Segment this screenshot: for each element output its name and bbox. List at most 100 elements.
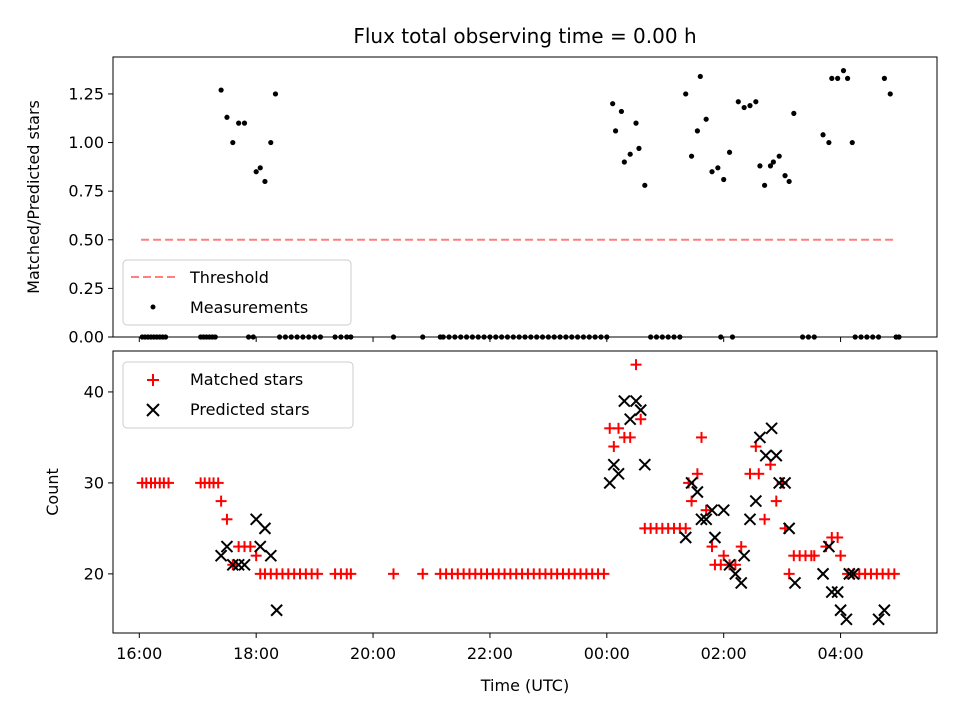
measurement-point: [610, 101, 616, 107]
measurement-point: [715, 165, 721, 171]
measurement-point: [721, 176, 727, 183]
measurement-point: [726, 149, 733, 155]
x-axis-label: Time (UTC): [480, 676, 569, 695]
measurement-point: [735, 99, 741, 105]
predicted-star-point: [705, 503, 719, 517]
matched-star-point: [832, 531, 844, 543]
predicted-star-point: [878, 604, 891, 617]
predicted-star-point: [834, 604, 847, 617]
bottom-panel: 20 30 40 16:00 18:00 20:00 22:00 00:00 02:00 04:0…: [43, 350, 938, 695]
measurement-point: [262, 178, 268, 185]
measurement-point: [762, 182, 768, 188]
predicted-star-point: [825, 585, 839, 599]
top-y-tick-label: 0.25: [68, 279, 104, 298]
predicted-star-point: [254, 540, 267, 553]
measurement-point: [767, 163, 774, 169]
top-panel: 0.00 0.25 0.50 0.75 1.00 1.25 Matched/Predicte…: [24, 56, 938, 347]
measurement-point: [253, 169, 259, 175]
predicted-star-point: [743, 513, 757, 526]
matched-star-point: [608, 441, 620, 453]
measurement-point: [218, 87, 224, 93]
measurement-point: [621, 159, 627, 165]
measurement-point: [770, 159, 776, 165]
bottom-axes-frame: [112, 350, 938, 634]
predicted-star-point: [753, 431, 767, 444]
predicted-star-point: [816, 567, 830, 581]
matched-star-point: [613, 422, 625, 434]
measurement-point: [829, 75, 835, 81]
matched-star-point: [388, 568, 400, 580]
predicted-star-point: [729, 567, 742, 581]
bottom-legend-frame: [122, 361, 354, 429]
predicted-star-point: [843, 567, 856, 581]
matched-star-point: [215, 495, 227, 507]
predicted-star-point: [679, 531, 692, 544]
predicted-star-point: [685, 476, 698, 490]
predicted-star-point: [770, 449, 783, 462]
top-axes-frame: [112, 56, 938, 338]
measurements-legend-swatch: [150, 304, 156, 310]
predicted-star-point: [765, 422, 778, 435]
measurement-point: [683, 91, 689, 97]
matched-star-point: [691, 468, 703, 480]
measurement-point: [612, 128, 619, 134]
matched-star-point: [808, 550, 820, 562]
matched-star-point: [635, 413, 647, 425]
bottom-x-tick-label: 00:00: [584, 644, 630, 663]
top-y-tick-label: 0.00: [68, 328, 104, 347]
matched-star-point: [417, 568, 429, 580]
top-legend-frame: [122, 259, 352, 326]
predicted-star-point: [214, 549, 228, 562]
matched-stars-legend-swatch: [147, 374, 159, 386]
predicted-star-point: [612, 467, 625, 481]
predicted-star-point: [638, 458, 652, 471]
predicted-star-point: [623, 413, 637, 426]
measurement-point: [709, 169, 715, 175]
matched-star-point: [718, 550, 730, 562]
matched-star-point: [598, 568, 610, 580]
measurement-point: [268, 139, 274, 146]
bottom-y-tick-label: 30: [84, 473, 104, 492]
predicted-star-point: [723, 558, 736, 571]
measurement-point: [241, 120, 248, 126]
bottom-x-tick-label: 04:00: [818, 644, 864, 663]
top-y-tick-label: 1.00: [68, 133, 104, 152]
matched-star-point: [686, 495, 698, 507]
measurement-point: [618, 108, 625, 115]
matched-star-point: [212, 477, 224, 489]
measurement-point: [697, 73, 703, 80]
matched-star-point: [630, 359, 642, 371]
predicted-star-point: [258, 522, 272, 535]
matched-star-point: [729, 559, 741, 571]
measurements-legend-label: Measurements: [190, 298, 308, 317]
measurement-point: [840, 68, 847, 74]
bottom-y-tick-label: 20: [84, 564, 104, 583]
predicted-star-point: [840, 613, 853, 626]
predicted-star-point: [232, 558, 245, 571]
bottom-x-tick-label: 20:00: [350, 644, 396, 663]
predicted-star-point: [759, 449, 772, 462]
predicted-star-point: [717, 503, 730, 517]
measurement-point: [881, 75, 888, 81]
predicted-star-point: [618, 394, 631, 408]
predicted-star-point: [607, 458, 621, 471]
matched-star-point: [888, 568, 900, 580]
predicted-star-point: [773, 476, 786, 490]
predicted-star-point: [782, 522, 796, 535]
measurement-point: [627, 151, 633, 157]
matched-star-point: [680, 522, 692, 534]
matched-star-point: [735, 541, 747, 553]
matched-star-point: [163, 477, 175, 489]
measurement-point: [826, 139, 832, 146]
measurement-point: [741, 104, 747, 111]
predicted-star-point: [634, 403, 647, 417]
matched-star-point: [695, 431, 707, 443]
measurement-point: [844, 75, 851, 81]
predicted-star-point: [270, 604, 283, 617]
predicted-star-point: [778, 476, 792, 490]
threshold-legend-label: Threshold: [189, 268, 269, 287]
top-y-tick-label: 0.75: [68, 182, 104, 201]
measurement-point: [272, 91, 279, 97]
measurement-point: [236, 120, 242, 126]
